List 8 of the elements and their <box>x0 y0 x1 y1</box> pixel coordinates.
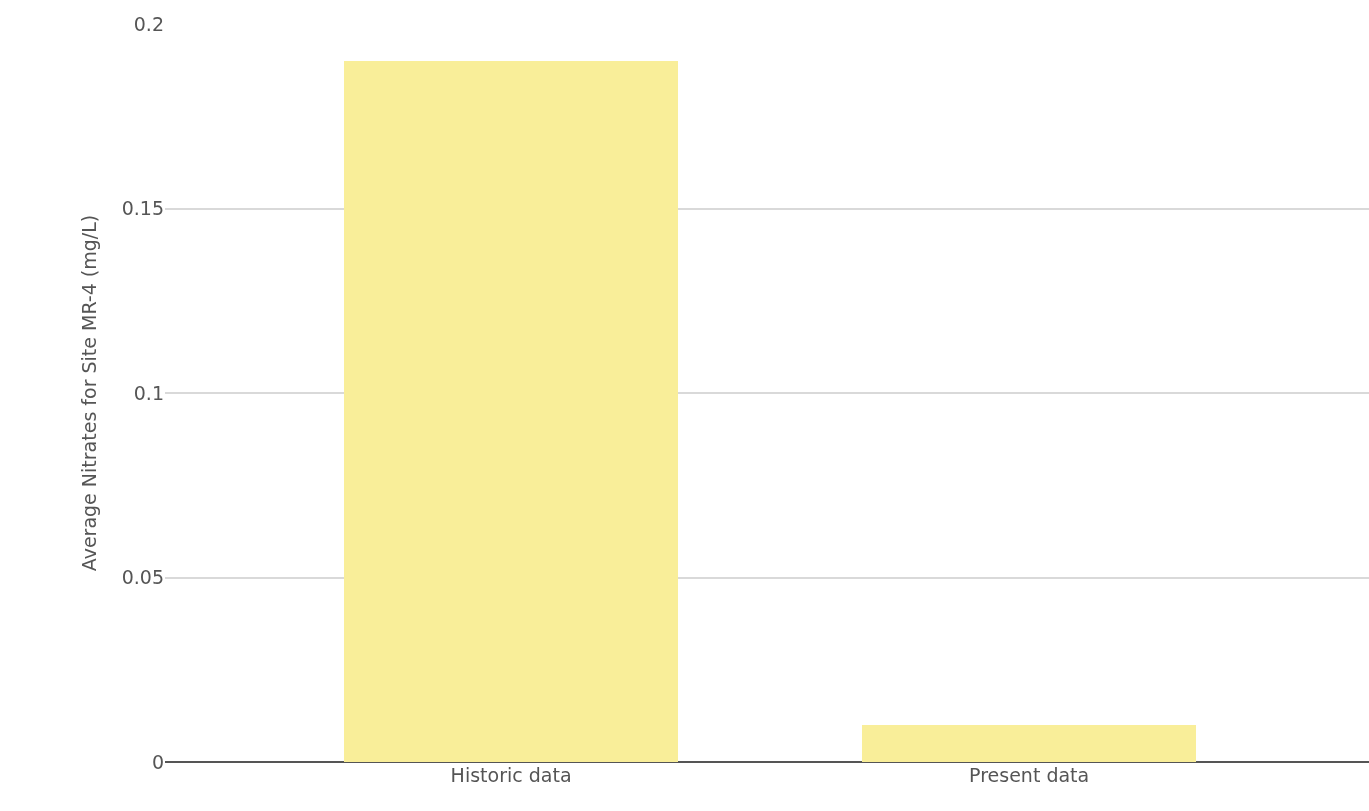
y-tick-label: 0.05 <box>121 566 164 589</box>
y-tick-label: 0.2 <box>133 12 164 35</box>
y-axis-title: Average Nitrates for Site MR-4 (mg/L) <box>77 214 100 572</box>
y-tick-label: 0 <box>151 750 164 773</box>
x-tick-label: Historic data <box>450 764 572 786</box>
y-tick-label: 0.1 <box>133 381 164 404</box>
x-tick-label: Present data <box>969 764 1090 786</box>
y-tick-label: 0.15 <box>121 197 164 220</box>
